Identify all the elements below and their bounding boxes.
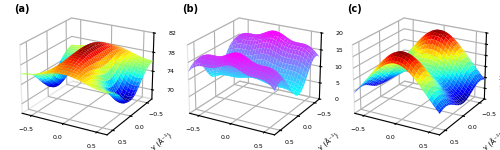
Text: (a): (a) — [14, 4, 30, 15]
Text: (b): (b) — [182, 4, 198, 15]
Text: (c): (c) — [347, 4, 362, 15]
Y-axis label: q_y (Å⁻¹): q_y (Å⁻¹) — [144, 131, 173, 150]
Y-axis label: q_y (Å⁻¹): q_y (Å⁻¹) — [311, 131, 340, 150]
Y-axis label: q_y (Å⁻¹): q_y (Å⁻¹) — [476, 131, 500, 150]
